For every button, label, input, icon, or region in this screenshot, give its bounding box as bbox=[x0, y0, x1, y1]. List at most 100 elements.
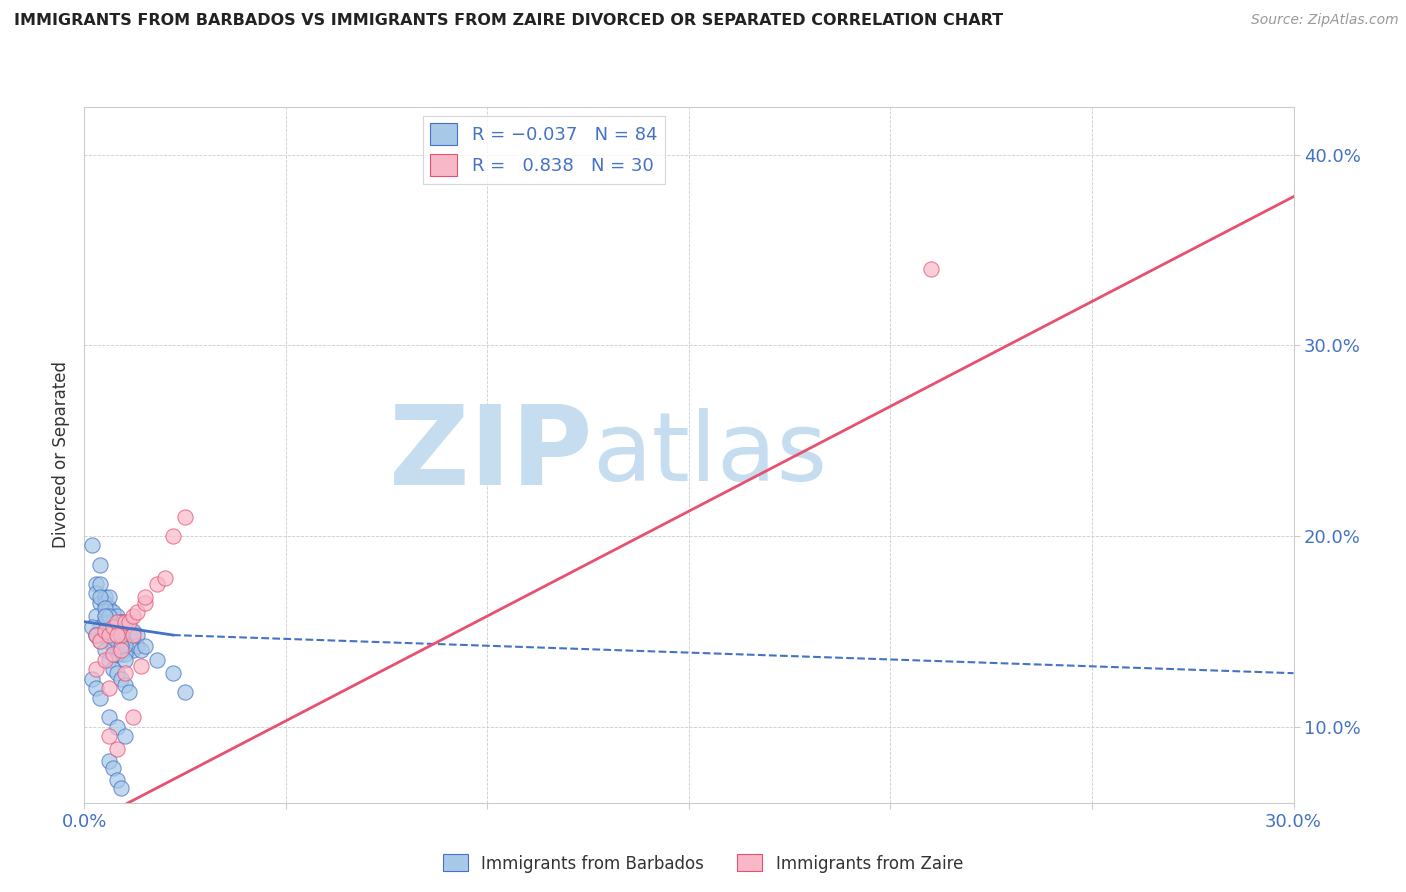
Point bbox=[121, 628, 143, 642]
Point bbox=[121, 609, 143, 624]
Point bbox=[110, 640, 132, 654]
Point bbox=[174, 509, 197, 524]
Point bbox=[110, 628, 132, 642]
Point bbox=[97, 624, 120, 639]
Point bbox=[114, 647, 136, 661]
Point bbox=[105, 772, 128, 787]
Point bbox=[101, 609, 124, 624]
Point bbox=[97, 681, 120, 696]
Point bbox=[97, 601, 120, 615]
Point bbox=[101, 615, 124, 629]
Point bbox=[93, 624, 115, 639]
Point bbox=[105, 633, 128, 648]
Point bbox=[86, 628, 108, 642]
Point bbox=[105, 609, 128, 624]
Point bbox=[125, 628, 148, 642]
Point bbox=[134, 640, 156, 654]
Point bbox=[129, 658, 152, 673]
Point bbox=[97, 628, 120, 642]
Point bbox=[121, 624, 143, 639]
Point bbox=[82, 672, 104, 686]
Point bbox=[97, 653, 120, 667]
Point bbox=[118, 615, 141, 629]
Point bbox=[101, 640, 124, 654]
Point bbox=[89, 596, 111, 610]
Point bbox=[114, 633, 136, 648]
Point bbox=[93, 601, 115, 615]
Point bbox=[121, 643, 143, 657]
Point bbox=[105, 647, 128, 661]
Point bbox=[114, 633, 136, 648]
Point bbox=[134, 590, 156, 604]
Legend: R = −0.037   N = 84, R =   0.838   N = 30: R = −0.037 N = 84, R = 0.838 N = 30 bbox=[423, 116, 665, 184]
Point bbox=[118, 685, 141, 699]
Point bbox=[101, 647, 124, 661]
Point bbox=[93, 615, 115, 629]
Point bbox=[146, 653, 169, 667]
Point bbox=[93, 643, 115, 657]
Point bbox=[105, 628, 128, 642]
Point bbox=[86, 576, 108, 591]
Point bbox=[105, 720, 128, 734]
Point bbox=[86, 628, 108, 642]
Point bbox=[86, 609, 108, 624]
Point bbox=[89, 576, 111, 591]
Point bbox=[101, 628, 124, 642]
Point bbox=[89, 558, 111, 572]
Text: ZIP: ZIP bbox=[389, 401, 592, 508]
Point bbox=[125, 640, 148, 654]
Text: IMMIGRANTS FROM BARBADOS VS IMMIGRANTS FROM ZAIRE DIVORCED OR SEPARATED CORRELAT: IMMIGRANTS FROM BARBADOS VS IMMIGRANTS F… bbox=[14, 13, 1004, 29]
Point bbox=[105, 643, 128, 657]
Point bbox=[118, 638, 141, 652]
Point bbox=[101, 605, 124, 619]
Point bbox=[97, 590, 120, 604]
Point bbox=[93, 609, 115, 624]
Point bbox=[114, 615, 136, 629]
Point bbox=[114, 666, 136, 681]
Point bbox=[89, 690, 111, 705]
Point bbox=[93, 590, 115, 604]
Point bbox=[162, 666, 184, 681]
Point bbox=[114, 638, 136, 652]
Point bbox=[101, 662, 124, 676]
Point bbox=[86, 628, 108, 642]
Legend: Immigrants from Barbados, Immigrants from Zaire: Immigrants from Barbados, Immigrants fro… bbox=[436, 847, 970, 880]
Point bbox=[110, 647, 132, 661]
Point bbox=[125, 605, 148, 619]
Point bbox=[86, 681, 108, 696]
Point bbox=[93, 596, 115, 610]
Point bbox=[118, 628, 141, 642]
Point bbox=[114, 653, 136, 667]
Point bbox=[114, 729, 136, 743]
Text: atlas: atlas bbox=[592, 409, 827, 501]
Point bbox=[86, 662, 108, 676]
Point bbox=[97, 710, 120, 724]
Point bbox=[97, 754, 120, 768]
Point bbox=[110, 640, 132, 654]
Point bbox=[114, 620, 136, 634]
Point bbox=[105, 666, 128, 681]
Point bbox=[97, 615, 120, 629]
Point bbox=[89, 620, 111, 634]
Point bbox=[82, 620, 104, 634]
Point bbox=[121, 710, 143, 724]
Point bbox=[93, 653, 115, 667]
Point bbox=[121, 633, 143, 648]
Point bbox=[110, 615, 132, 629]
Point bbox=[89, 633, 111, 648]
Point bbox=[105, 615, 128, 629]
Point bbox=[162, 529, 184, 543]
Text: Source: ZipAtlas.com: Source: ZipAtlas.com bbox=[1251, 13, 1399, 28]
Y-axis label: Divorced or Separated: Divorced or Separated bbox=[52, 361, 70, 549]
Point bbox=[89, 590, 111, 604]
Point bbox=[110, 615, 132, 629]
Point bbox=[118, 633, 141, 648]
Point bbox=[153, 571, 176, 585]
Point bbox=[97, 633, 120, 648]
Point bbox=[101, 762, 124, 776]
Point bbox=[93, 628, 115, 642]
Point bbox=[93, 609, 115, 624]
Point bbox=[101, 633, 124, 648]
Point bbox=[134, 596, 156, 610]
Point bbox=[101, 620, 124, 634]
